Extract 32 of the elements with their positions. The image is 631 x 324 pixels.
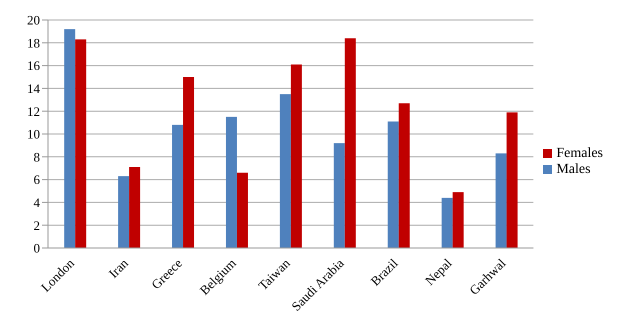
bar xyxy=(280,94,291,248)
y-tick-label: 6 xyxy=(34,172,40,188)
bar xyxy=(398,103,410,248)
y-tick-label: 2 xyxy=(34,218,40,233)
bar xyxy=(172,124,184,248)
bar xyxy=(442,198,453,248)
y-tick-label: 18 xyxy=(27,35,40,50)
bar xyxy=(64,29,76,248)
y-tick-label: 10 xyxy=(27,126,40,142)
y-tick-label: 8 xyxy=(34,149,40,164)
bar xyxy=(496,153,507,248)
legend-label: Males xyxy=(556,162,591,177)
bar xyxy=(290,64,302,248)
y-tick-label: 0 xyxy=(34,240,40,256)
bar xyxy=(344,38,356,248)
bar xyxy=(506,112,518,248)
bar xyxy=(118,176,130,248)
bar xyxy=(226,116,237,248)
bar xyxy=(388,121,399,248)
bar xyxy=(236,172,248,248)
bar xyxy=(452,192,464,248)
y-tick-label: 16 xyxy=(27,58,40,74)
bar xyxy=(183,77,194,248)
bar xyxy=(129,167,140,248)
y-tick-label: 20 xyxy=(27,12,40,28)
y-tick-label: 12 xyxy=(27,104,40,119)
x-tick-label: Iran xyxy=(106,255,132,281)
bar xyxy=(75,39,86,248)
y-tick-label: 14 xyxy=(27,81,40,96)
legend-label: Females xyxy=(556,146,603,161)
bar xyxy=(334,143,345,248)
y-tick-label: 4 xyxy=(34,195,40,210)
